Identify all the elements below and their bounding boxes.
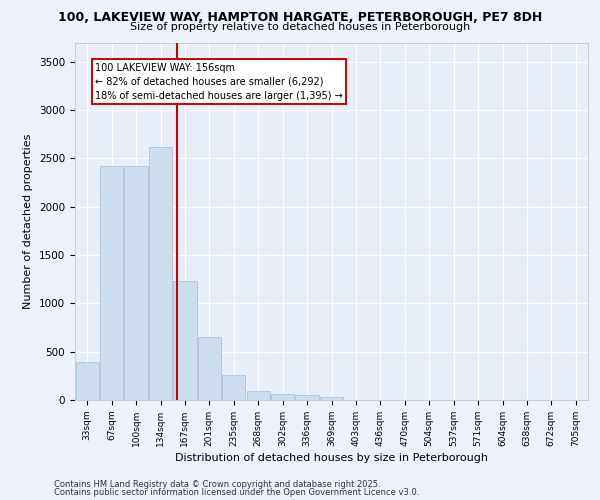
Y-axis label: Number of detached properties: Number of detached properties bbox=[23, 134, 34, 309]
Bar bbox=[149, 147, 172, 400]
Bar bbox=[124, 166, 148, 400]
Text: 100, LAKEVIEW WAY, HAMPTON HARGATE, PETERBOROUGH, PE7 8DH: 100, LAKEVIEW WAY, HAMPTON HARGATE, PETE… bbox=[58, 11, 542, 24]
Text: Size of property relative to detached houses in Peterborough: Size of property relative to detached ho… bbox=[130, 22, 470, 32]
Bar bbox=[100, 166, 123, 400]
Bar bbox=[173, 281, 197, 400]
Text: Contains HM Land Registry data © Crown copyright and database right 2025.: Contains HM Land Registry data © Crown c… bbox=[54, 480, 380, 489]
Text: Contains public sector information licensed under the Open Government Licence v3: Contains public sector information licen… bbox=[54, 488, 419, 497]
Bar bbox=[295, 395, 319, 400]
Bar bbox=[247, 392, 270, 400]
Bar bbox=[76, 362, 99, 400]
X-axis label: Distribution of detached houses by size in Peterborough: Distribution of detached houses by size … bbox=[175, 453, 488, 463]
Bar bbox=[222, 375, 245, 400]
Bar bbox=[198, 337, 221, 400]
Bar bbox=[320, 396, 343, 400]
Text: 100 LAKEVIEW WAY: 156sqm
← 82% of detached houses are smaller (6,292)
18% of sem: 100 LAKEVIEW WAY: 156sqm ← 82% of detach… bbox=[95, 63, 343, 101]
Bar bbox=[271, 394, 294, 400]
